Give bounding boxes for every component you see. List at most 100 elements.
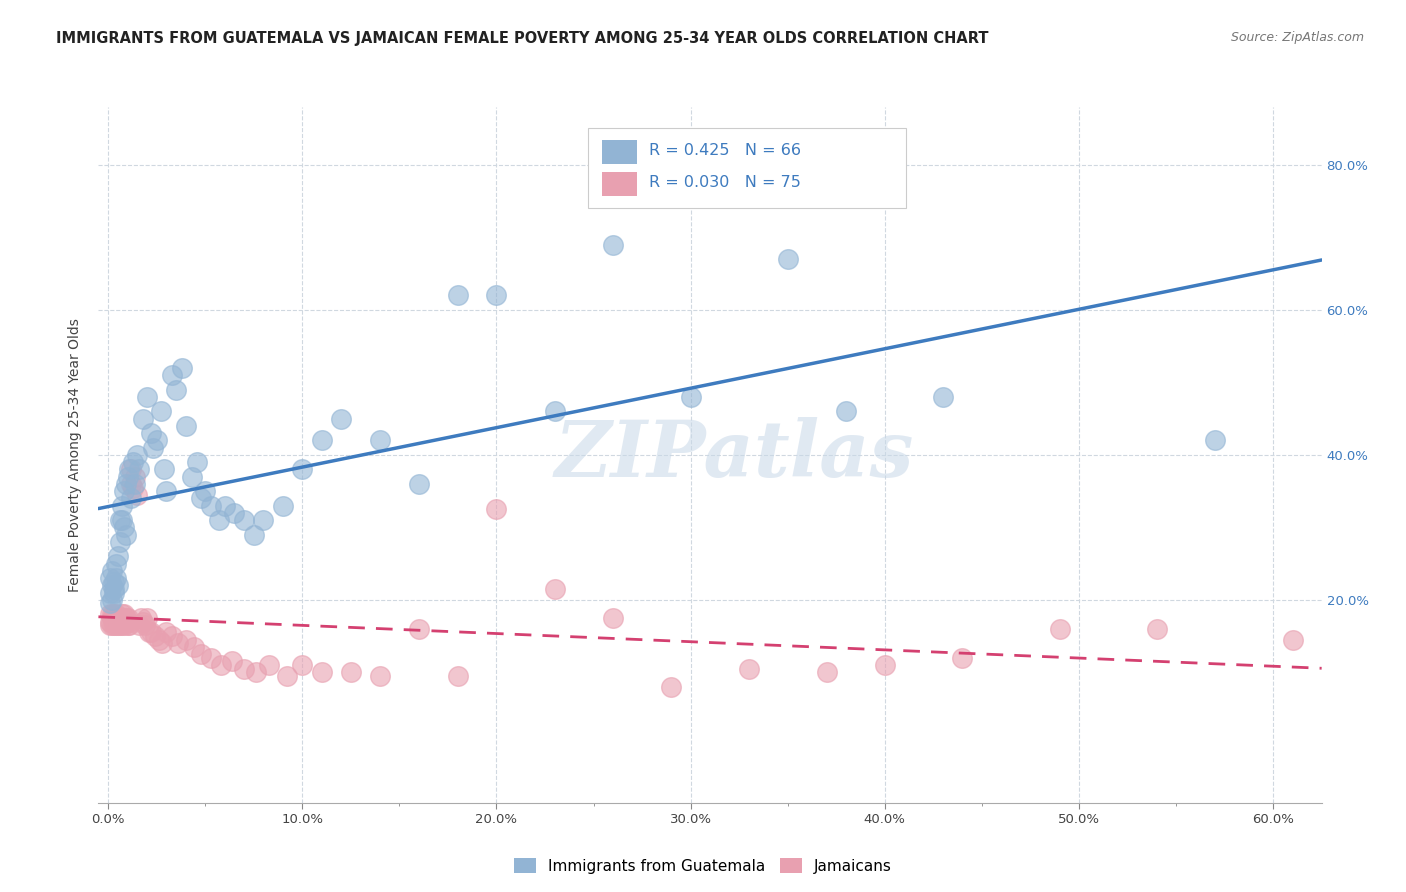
Point (103, 607, 125, 622)
Point (101, 611, 124, 625)
Point (368, 434, 391, 448)
Point (114, 476, 136, 491)
Text: R = 0.030   N = 75: R = 0.030 N = 75 (650, 175, 801, 190)
Point (127, 448, 149, 462)
Point (98, 607, 121, 622)
Point (142, 441, 165, 455)
Point (1049, 622, 1071, 636)
Point (160, 629, 183, 643)
Point (1146, 622, 1168, 636)
Point (174, 419, 197, 434)
Point (103, 582, 125, 596)
Point (214, 499, 236, 513)
Point (311, 665, 333, 680)
Point (136, 611, 159, 625)
Point (446, 288, 468, 302)
Point (98, 585, 121, 599)
Point (208, 513, 231, 527)
Point (659, 680, 682, 694)
Point (602, 611, 624, 625)
Point (108, 534, 131, 549)
Point (98, 615, 121, 629)
Point (139, 625, 162, 640)
Point (155, 484, 177, 499)
Point (259, 658, 281, 673)
Point (111, 611, 134, 625)
Point (114, 611, 136, 625)
Legend: Immigrants from Guatemala, Jamaicans: Immigrants from Guatemala, Jamaicans (508, 852, 898, 880)
Point (165, 383, 187, 397)
Point (124, 469, 146, 483)
Point (101, 592, 124, 607)
Point (170, 361, 193, 376)
Point (446, 669, 468, 683)
Point (104, 571, 127, 585)
Point (117, 611, 139, 625)
Point (368, 669, 391, 683)
Point (128, 618, 150, 632)
Text: R = 0.425   N = 66: R = 0.425 N = 66 (650, 143, 801, 158)
Text: Source: ZipAtlas.com: Source: ZipAtlas.com (1230, 31, 1364, 45)
Point (167, 636, 190, 650)
Point (134, 618, 156, 632)
Point (544, 582, 567, 596)
Point (194, 484, 217, 499)
Point (111, 618, 134, 632)
Point (114, 527, 136, 541)
Point (112, 484, 135, 499)
Point (122, 455, 145, 469)
Point (340, 665, 363, 680)
Point (118, 462, 141, 476)
Point (153, 462, 176, 476)
Point (160, 368, 183, 383)
Point (209, 658, 232, 673)
Point (117, 618, 139, 632)
Point (101, 618, 124, 632)
Point (200, 499, 222, 513)
Point (544, 404, 567, 418)
Point (183, 640, 205, 654)
Point (932, 390, 955, 404)
Point (815, 665, 838, 680)
Point (132, 411, 155, 425)
Point (103, 585, 125, 599)
Point (98, 571, 121, 585)
Point (330, 411, 353, 425)
Point (271, 499, 294, 513)
Point (190, 491, 212, 506)
Point (233, 662, 256, 676)
Point (139, 426, 162, 441)
Point (124, 476, 146, 491)
Point (98, 597, 121, 611)
Point (112, 618, 135, 632)
Point (873, 658, 896, 673)
Point (112, 520, 135, 534)
Point (111, 513, 134, 527)
Point (602, 237, 624, 252)
Point (224, 506, 246, 520)
Text: IMMIGRANTS FROM GUATEMALA VS JAMAICAN FEMALE POVERTY AMONG 25-34 YEAR OLDS CORRE: IMMIGRANTS FROM GUATEMALA VS JAMAICAN FE… (56, 31, 988, 46)
Point (152, 636, 174, 650)
Point (138, 625, 160, 640)
Point (120, 491, 142, 506)
Point (143, 629, 166, 643)
Point (103, 611, 125, 625)
Point (145, 434, 167, 448)
Point (118, 618, 141, 632)
Point (408, 622, 430, 636)
Point (101, 607, 124, 622)
Point (108, 611, 131, 625)
Point (128, 462, 150, 476)
Point (311, 434, 333, 448)
Point (835, 404, 858, 418)
Point (120, 462, 142, 476)
Point (155, 625, 177, 640)
Point (148, 632, 170, 647)
Point (149, 404, 172, 418)
Point (104, 557, 127, 571)
Point (242, 527, 264, 541)
Point (104, 607, 127, 622)
FancyBboxPatch shape (602, 140, 637, 164)
Point (114, 615, 136, 629)
Point (120, 476, 142, 491)
